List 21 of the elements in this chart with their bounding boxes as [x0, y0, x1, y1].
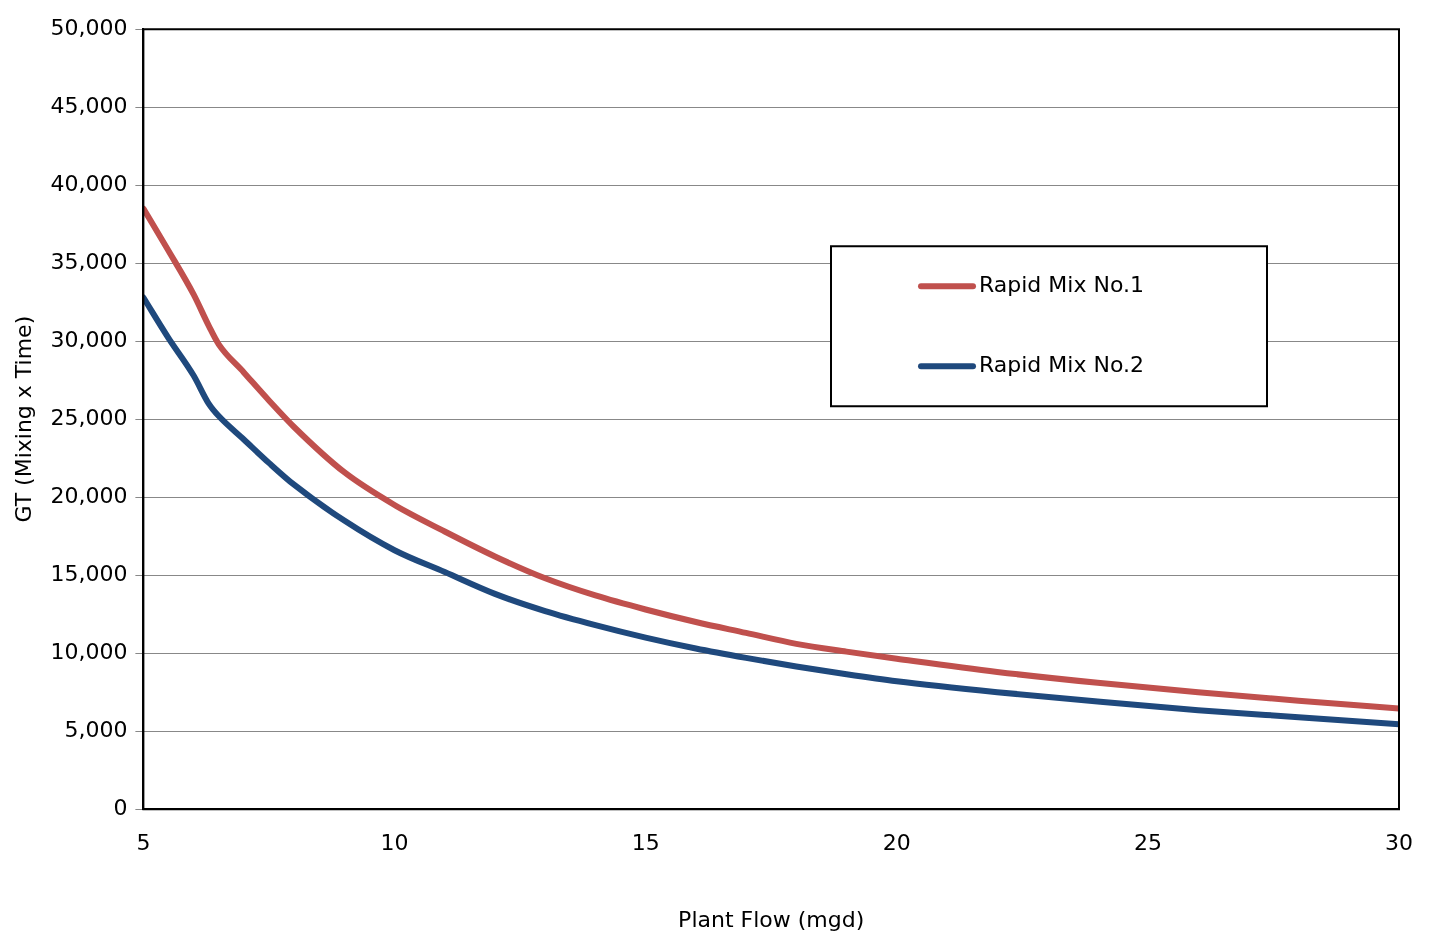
x-tick-label: 5 [136, 830, 151, 856]
x-tick-label: 15 [631, 830, 660, 856]
y-tick-label: 10,000 [50, 638, 128, 664]
x-tick-label: 25 [1133, 830, 1162, 856]
x-axis-title: Plant Flow (mgd) [678, 906, 865, 932]
y-tick-label: 30,000 [50, 326, 128, 352]
y-tick-label: 20,000 [50, 482, 128, 508]
legend-label: Rapid Mix No.2 [979, 351, 1144, 377]
y-tick-label: 45,000 [50, 92, 128, 118]
y-tick-label: 0 [113, 794, 128, 820]
x-tick-label: 20 [882, 830, 911, 856]
y-tick-label: 5,000 [64, 716, 128, 742]
y-tick-label: 40,000 [50, 170, 128, 196]
y-tick-label: 50,000 [50, 14, 128, 40]
x-tick-label: 10 [380, 830, 409, 856]
y-tick-label: 35,000 [50, 248, 128, 274]
y-tick-label: 15,000 [50, 560, 128, 586]
y-axis-title: GT (Mixing x Time) [10, 315, 36, 523]
legend-label: Rapid Mix No.1 [979, 271, 1144, 297]
x-tick-label: 30 [1385, 830, 1413, 856]
y-tick-label: 25,000 [50, 404, 128, 430]
